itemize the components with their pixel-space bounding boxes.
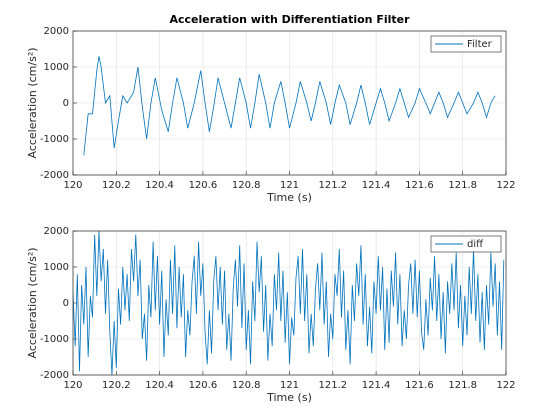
data-line [73,231,505,375]
x-tick-label: 120.4 [145,180,174,191]
x-tick-label: 122 [496,180,515,191]
x-tick-label: 121.2 [318,380,347,391]
x-tick-label: 121 [280,380,299,391]
x-tick-label: 121.6 [405,180,434,191]
y-tick-label: -2000 [40,170,69,181]
y-tick-label: -2000 [40,370,69,381]
legend-box [430,35,502,53]
legend-label: Filter [467,39,493,50]
y-tick-label: 1000 [44,262,69,273]
y-tick-label: -1000 [40,334,69,345]
y-axis-label: Acceleration (cm/s²) [26,47,39,158]
x-tick-label: 120.2 [102,380,131,391]
y-tick-label: 0 [63,298,69,309]
legend-box [430,235,502,253]
y-axis-label: Acceleration (cm/s²) [26,247,39,358]
y-tick-label: 2000 [44,226,69,237]
axes: 120 120.2 120.4 120.6 120.8 121 121.2 121.4 121.… [26,13,516,204]
axes: 120 120.2 120.4 120.6 120.8 121 121.2 121.4 121.… [26,226,516,404]
x-tick-label: 120.2 [102,180,131,191]
x-tick-label: 120.6 [189,180,218,191]
x-tick-label: 120.8 [232,180,261,191]
legend: Filter [430,35,502,53]
y-tick-label: -1000 [40,134,69,145]
x-tick-label: 120.8 [232,380,261,391]
legend: diff [430,235,502,253]
axes-box [72,230,507,376]
x-tick-label: 120.6 [189,380,218,391]
axes-box [72,30,507,176]
x-axis-label: Time (s) [266,391,312,404]
x-tick-label: 121.4 [362,180,391,191]
x-tick-label: 120 [63,180,82,191]
x-tick-label: 121.8 [448,380,477,391]
x-tick-label: 122 [496,380,515,391]
y-tick-label: 0 [63,98,69,109]
x-tick-label: 120.4 [145,380,174,391]
x-tick-label: 121.6 [405,380,434,391]
x-tick-label: 121.2 [318,180,347,191]
x-axis-label: Time (s) [266,191,312,204]
x-tick-label: 121 [280,180,299,191]
chart-title: Acceleration with Differentiation Filter [169,13,410,26]
y-tick-label: 2000 [44,26,69,37]
x-tick-label: 121.4 [362,380,391,391]
legend-label: diff [467,239,484,250]
y-tick-label: 1000 [44,62,69,73]
x-tick-label: 121.8 [448,180,477,191]
x-tick-label: 120 [63,380,82,391]
data-line [83,56,496,156]
